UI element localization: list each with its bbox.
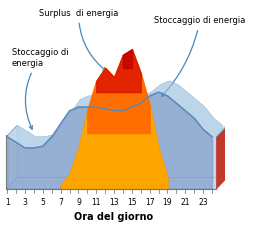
Text: Stoccaggio di
energia: Stoccaggio di energia — [12, 49, 68, 129]
Polygon shape — [6, 126, 17, 189]
Polygon shape — [6, 178, 227, 189]
Polygon shape — [216, 126, 227, 189]
Polygon shape — [18, 81, 223, 178]
X-axis label: Ora del giorno: Ora del giorno — [74, 212, 154, 222]
Text: Stoccaggio di energia: Stoccaggio di energia — [154, 16, 246, 97]
Polygon shape — [6, 81, 227, 148]
Text: Surplus  di energia: Surplus di energia — [39, 9, 118, 71]
